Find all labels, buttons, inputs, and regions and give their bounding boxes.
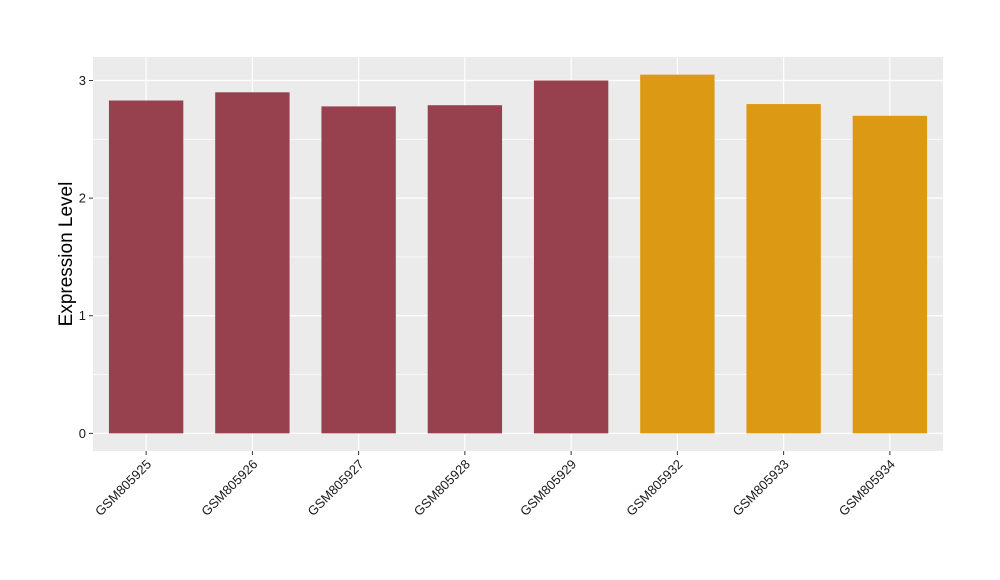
bar-GSM805927 xyxy=(321,106,396,434)
y-axis-title: Expression Level xyxy=(56,182,77,327)
x-tick-label: GSM805928 xyxy=(411,457,473,519)
bar-GSM805933 xyxy=(746,104,821,434)
bar-GSM805932 xyxy=(640,74,715,434)
y-tick-label: 1 xyxy=(79,308,86,323)
y-tick-label: 3 xyxy=(79,73,86,88)
y-tick-label: 0 xyxy=(79,426,86,441)
x-tick-label: GSM805932 xyxy=(623,457,685,519)
x-tick-label: GSM805934 xyxy=(836,457,898,519)
bar-GSM805929 xyxy=(533,80,609,434)
bar-series xyxy=(108,74,928,434)
x-tick-label: GSM805933 xyxy=(730,457,792,519)
x-tick-label: GSM805926 xyxy=(198,457,260,519)
y-tick-label: 2 xyxy=(79,191,86,206)
bar-GSM805926 xyxy=(215,92,290,434)
x-tick-label: GSM805927 xyxy=(305,457,367,519)
bar-GSM805928 xyxy=(427,105,503,434)
x-tick-label: GSM805925 xyxy=(92,457,154,519)
bar-GSM805934 xyxy=(852,115,928,434)
bar-GSM805925 xyxy=(108,100,184,434)
y-axis: 0 1 2 3 xyxy=(79,73,93,441)
x-tick-label: GSM805929 xyxy=(517,457,579,519)
x-axis: GSM805925 GSM805926 GSM805927 GSM805928 GSM8… xyxy=(92,451,898,519)
